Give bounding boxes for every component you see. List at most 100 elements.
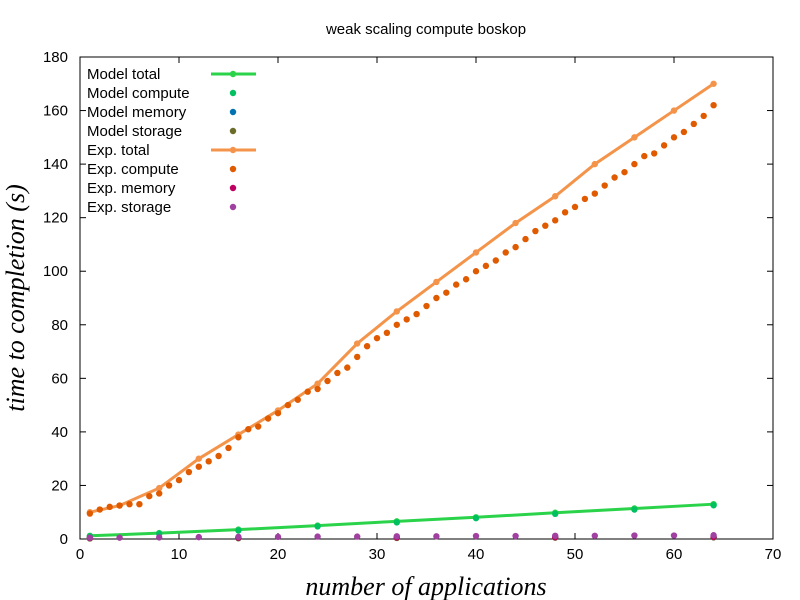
legend-point-swatch [229, 70, 237, 78]
data-point-exp-compute [235, 434, 242, 441]
data-point-exp-total [314, 380, 321, 387]
data-point-exp-compute [136, 500, 143, 508]
legend-label: Exp. storage [87, 199, 171, 216]
legend-point-swatch [229, 127, 237, 135]
data-point-exp-compute [443, 289, 450, 296]
data-point-exp-compute [621, 168, 628, 176]
data-point-exp-storage [116, 534, 123, 541]
data-point-exp-compute [482, 262, 490, 270]
data-point-exp-total [670, 107, 678, 114]
data-point-exp-compute [522, 235, 529, 243]
data-point-exp-storage [393, 533, 400, 540]
series-line-model-total [89, 502, 714, 538]
data-point-exp-compute [462, 276, 470, 283]
legend-point-swatch [229, 146, 237, 154]
data-point-exp-compute [552, 217, 559, 224]
data-point-exp-compute [601, 182, 608, 189]
data-point-exp-compute [185, 468, 193, 476]
x-tick-label: 30 [369, 546, 386, 563]
data-point-exp-compute [146, 492, 153, 500]
data-point-exp-compute [700, 112, 707, 120]
data-point-exp-compute [344, 364, 351, 371]
data-point-exp-storage [195, 533, 202, 541]
legend: Model total Model compute Model memory Mode… [87, 66, 256, 216]
data-point-exp-compute [403, 316, 410, 323]
data-point-model-compute [393, 519, 400, 526]
legend-label: Exp. total [87, 142, 150, 159]
series-exp-memory [86, 533, 717, 542]
data-point-exp-compute [581, 195, 589, 203]
legend-point-swatch [229, 184, 237, 192]
data-point-exp-compute [215, 452, 222, 460]
data-point-exp-compute [641, 152, 648, 160]
series-model-memory [86, 533, 717, 542]
data-point-model-compute [235, 527, 242, 534]
data-point-exp-compute [690, 120, 697, 128]
data-point-exp-compute [670, 134, 678, 141]
data-point-exp-compute [255, 423, 262, 430]
data-point-exp-storage [591, 532, 598, 539]
legend-point-swatch [229, 203, 237, 211]
series-exp-total [86, 80, 717, 516]
legend-label: Model compute [87, 85, 190, 102]
y-tick-label: 20 [51, 477, 68, 494]
y-tick-label: 140 [43, 156, 68, 173]
data-point-exp-total [472, 249, 480, 256]
data-point-exp-total [433, 278, 440, 286]
data-point-exp-compute [492, 257, 499, 264]
data-point-exp-compute [304, 388, 311, 395]
data-point-exp-compute [413, 310, 420, 318]
data-point-exp-compute [264, 415, 272, 422]
series-line-exp-total [89, 82, 715, 514]
axis-ticks: 0 10 20 30 40 50 60 70 0 20 40 60 80 100 120 140 160 180 [43, 49, 781, 563]
y-axis-title: time to completion (s) [1, 184, 30, 411]
x-tick-label: 60 [666, 546, 683, 563]
data-point-exp-total [393, 308, 400, 315]
data-point-exp-storage [552, 532, 559, 539]
data-point-exp-compute [453, 281, 460, 288]
data-marks [86, 80, 717, 542]
data-point-exp-compute [225, 444, 232, 452]
data-point-exp-compute [195, 463, 202, 470]
data-point-exp-total [195, 455, 202, 462]
x-tick-label: 20 [270, 546, 287, 563]
data-point-exp-compute [472, 268, 480, 275]
data-point-exp-compute [502, 249, 509, 256]
data-point-exp-compute [532, 227, 539, 235]
data-point-exp-compute [433, 294, 440, 302]
y-tick-label: 40 [51, 424, 68, 441]
legend-label: Model total [87, 66, 160, 83]
y-tick-label: 160 [43, 103, 68, 120]
data-point-exp-compute [86, 510, 94, 517]
data-point-exp-compute [96, 506, 104, 513]
data-point-exp-compute [363, 343, 371, 350]
data-point-exp-total [631, 134, 638, 141]
series-model-total [86, 500, 717, 539]
legend-label: Exp. memory [87, 180, 176, 197]
data-point-exp-compute [680, 128, 688, 136]
data-point-exp-compute [156, 490, 163, 497]
data-point-exp-compute [542, 222, 549, 229]
data-point-exp-storage [86, 534, 94, 541]
data-point-exp-storage [354, 533, 361, 540]
data-point-exp-total [591, 160, 598, 168]
data-point-model-compute [631, 506, 638, 513]
data-point-exp-compute [294, 396, 301, 403]
data-point-exp-compute [205, 458, 212, 465]
data-point-exp-compute [126, 500, 133, 508]
x-tick-label: 40 [468, 546, 485, 563]
data-point-exp-compute [354, 353, 361, 361]
series-exp-storage [86, 532, 717, 541]
data-point-exp-compute [284, 401, 292, 409]
data-point-exp-compute [175, 476, 183, 484]
data-point-exp-storage [670, 532, 678, 539]
data-point-model-compute [314, 523, 321, 530]
data-point-model-compute [552, 510, 559, 518]
data-point-exp-compute [165, 482, 173, 489]
y-tick-label: 120 [43, 210, 68, 227]
data-point-exp-compute [116, 502, 123, 509]
data-point-model-compute [472, 514, 480, 522]
x-tick-label: 10 [171, 546, 188, 563]
x-tick-label: 0 [76, 546, 84, 563]
series-model-compute [86, 502, 717, 540]
